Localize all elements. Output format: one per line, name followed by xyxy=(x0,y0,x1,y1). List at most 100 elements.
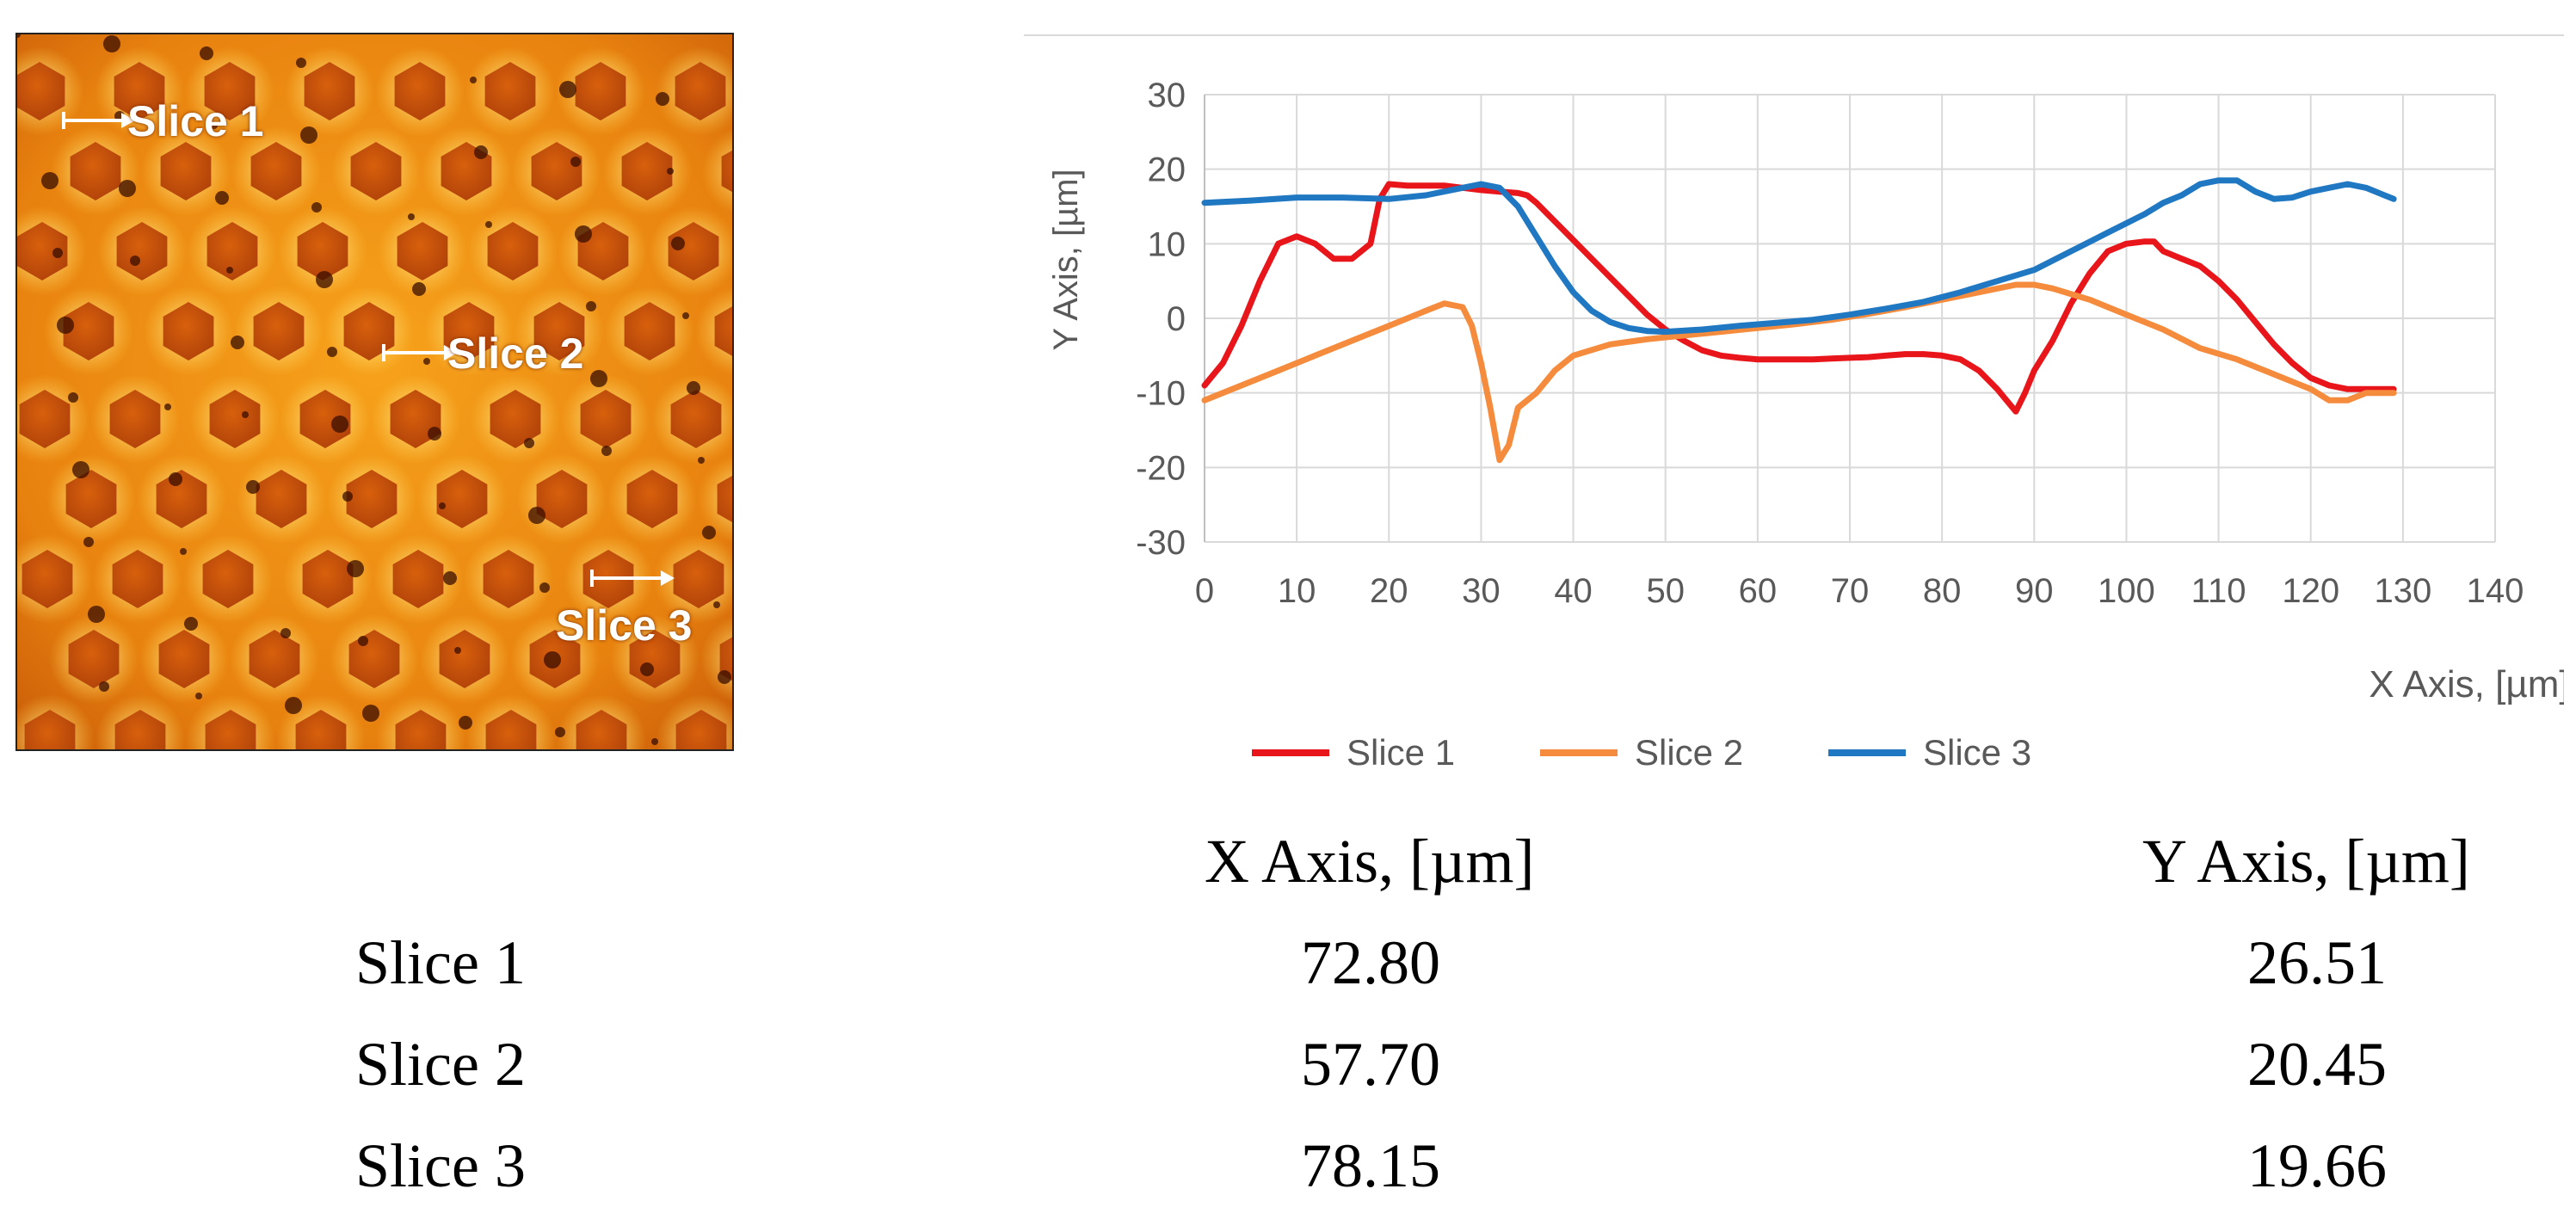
hex-pit xyxy=(443,302,495,360)
dark-speck xyxy=(215,191,229,205)
hex-pit xyxy=(302,550,354,608)
dark-speck xyxy=(358,636,368,646)
hex-pit xyxy=(114,62,165,120)
y-tick-label: -10 xyxy=(1136,375,1186,413)
dark-speck xyxy=(474,145,488,159)
hex-pit xyxy=(346,470,397,528)
dark-speck xyxy=(713,601,720,608)
hex-pit xyxy=(114,710,166,749)
dark-speck xyxy=(651,738,658,745)
dark-speck xyxy=(528,507,545,524)
dark-speck xyxy=(656,92,669,106)
x-tick-label: 130 xyxy=(2374,572,2431,610)
hex-pit xyxy=(490,390,541,448)
dark-speck xyxy=(311,202,322,213)
dark-speck xyxy=(72,461,89,478)
line-chart: 30 20 10 0 -10 -20 -30 0 10 20 30 40 50 60 70 80 90 100 1… xyxy=(1024,26,2570,783)
dark-speck xyxy=(99,681,109,692)
y-tick-label: -30 xyxy=(1136,524,1186,562)
bright-rim xyxy=(698,455,732,543)
hex-pit xyxy=(109,390,161,448)
series-line-slice-3 xyxy=(1201,177,2397,336)
hex-pit xyxy=(17,222,68,280)
hex-pit xyxy=(485,710,537,749)
dark-speck xyxy=(718,670,731,684)
dark-speck xyxy=(316,271,333,288)
series-line-slice-2 xyxy=(1201,281,2397,464)
x-tick-label: 100 xyxy=(2098,572,2155,610)
dark-speck xyxy=(687,381,700,395)
bright-rim xyxy=(702,128,732,214)
dark-speck xyxy=(242,411,249,418)
dark-speck xyxy=(454,647,461,654)
dark-speck xyxy=(103,35,120,52)
hex-pit xyxy=(112,550,163,608)
x-tick-label: 10 xyxy=(1278,572,1316,610)
hex-pit xyxy=(19,390,71,448)
series-line-slice-1 xyxy=(1201,181,2397,415)
hex-pit xyxy=(205,710,256,749)
hex-pit xyxy=(250,142,302,200)
hex-pit xyxy=(483,550,534,608)
hex-pit xyxy=(70,142,121,200)
table-row-2-x: 57.70 xyxy=(1301,1030,1440,1099)
hex-pit xyxy=(675,62,726,120)
hex-pit xyxy=(533,302,585,360)
dark-speck xyxy=(544,651,561,668)
slice-label-3: Slice 3 xyxy=(556,601,693,650)
hex-pit xyxy=(202,550,254,608)
hex-pit xyxy=(297,222,348,280)
x-axis-label: X Axis, [µm] xyxy=(2369,663,2564,705)
y-tick-label: -20 xyxy=(1136,449,1186,487)
hex-pit xyxy=(394,62,446,120)
hex-pit xyxy=(116,222,168,280)
dark-speck xyxy=(296,58,306,68)
x-tick-labels: 0 10 20 30 40 50 60 70 80 90 100 110 120 130 140 xyxy=(1195,572,2524,610)
y-tick-label: 10 xyxy=(1148,225,1186,263)
slice-marker-arrow-1 xyxy=(121,113,135,128)
slice-label-1: Slice 1 xyxy=(127,97,264,145)
hex-pit xyxy=(714,306,732,356)
y-axis-label: Y Axis, [µm] xyxy=(1047,169,1085,350)
dark-speck xyxy=(698,457,705,464)
dark-speck xyxy=(231,336,244,349)
table-row-3-label: Slice 3 xyxy=(355,1131,526,1200)
hex-pit xyxy=(675,710,727,749)
dark-speck xyxy=(423,358,430,365)
dark-speck xyxy=(300,126,317,144)
table-row-1-x: 72.80 xyxy=(1301,928,1440,997)
dark-speck xyxy=(280,628,291,638)
hex-pit xyxy=(624,302,675,360)
hex-pit xyxy=(160,142,212,200)
chart-legend: Slice 1 Slice 2 Slice 3 xyxy=(1252,732,2031,773)
dark-speck xyxy=(524,438,534,448)
slice-marker-arrow-2 xyxy=(444,345,458,360)
table-row-2-label: Slice 2 xyxy=(355,1030,526,1099)
dark-speck xyxy=(408,213,415,220)
dark-speck xyxy=(285,697,302,714)
hex-pit xyxy=(304,62,355,120)
hex-pit xyxy=(397,222,448,280)
hex-pit xyxy=(17,62,65,120)
x-tick-label: 70 xyxy=(1831,572,1870,610)
x-tick-label: 120 xyxy=(2282,572,2339,610)
hex-pit xyxy=(484,62,536,120)
y-tick-label: 30 xyxy=(1148,77,1186,114)
hex-pit xyxy=(487,222,539,280)
hex-pit xyxy=(204,62,256,120)
dark-speck xyxy=(130,256,140,266)
table-header-x: X Axis, [µm] xyxy=(1205,827,1535,896)
table-row-3-x: 78.15 xyxy=(1301,1131,1440,1200)
dark-speck xyxy=(246,480,260,494)
dark-speck xyxy=(362,705,379,722)
hex-pit xyxy=(670,390,722,448)
chart-grid xyxy=(1204,94,2496,543)
dark-speck xyxy=(671,237,685,250)
x-tick-label: 90 xyxy=(2015,572,2054,610)
dark-speck xyxy=(667,168,674,175)
micrograph-image xyxy=(17,34,732,749)
dark-speck xyxy=(640,662,654,676)
x-tick-label: 60 xyxy=(1739,572,1778,610)
dark-speck xyxy=(702,526,716,539)
hex-pit xyxy=(436,470,488,528)
